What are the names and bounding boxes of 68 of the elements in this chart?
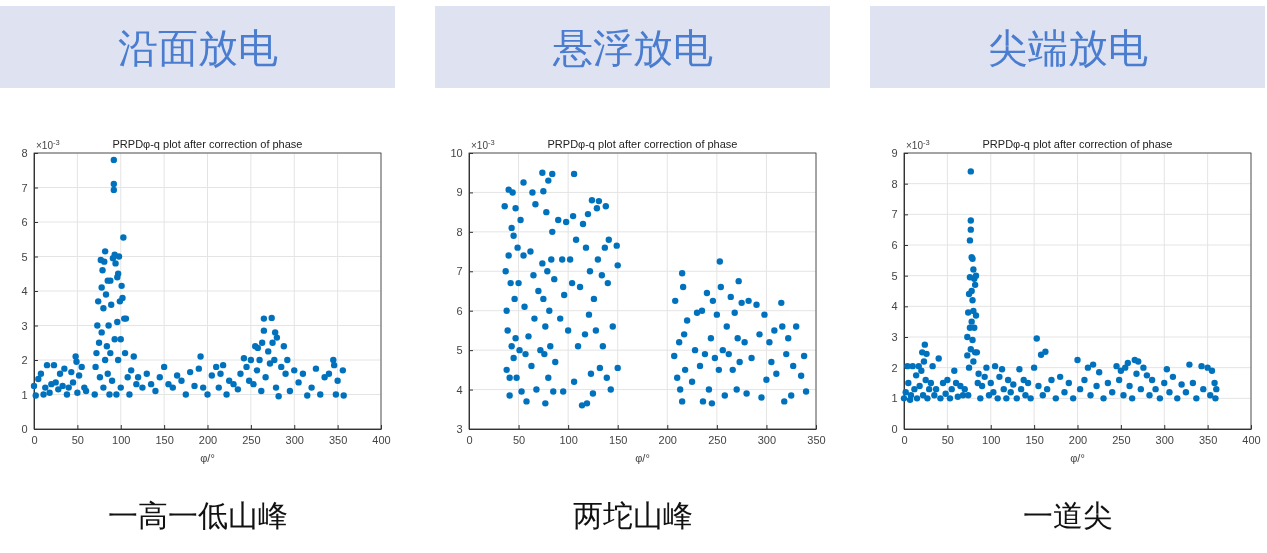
y-tick-label: 4 [891,300,898,313]
y-tick-label: 9 [456,186,463,199]
x-tick-label: 200 [198,434,218,447]
x-tick-label: 50 [512,434,526,447]
x-tick-label: 200 [658,434,677,447]
x-tick-label: 250 [1112,434,1131,447]
y-tick-label: 5 [21,250,28,263]
y-tick-label: 7 [891,208,898,221]
x-tick-label: 50 [71,434,84,447]
x-tick-label: 200 [1068,434,1088,447]
x-axis-title: φ/° [200,452,215,464]
y-tick-label: 5 [456,344,463,357]
y-tick-label: 1 [21,388,28,401]
chart-title: 沿面放电 [117,26,278,70]
chart-title: 尖端放电 [987,26,1148,70]
x-tick-label: 250 [242,434,261,447]
x-axis-title: φ/° [635,452,650,464]
x-tick-label: 0 [31,434,38,447]
chart-subtitle: PRPDφ-q plot after correction of phase [982,138,1173,150]
y-tick-label: 6 [891,239,898,252]
y-tick-label: 3 [21,319,28,332]
y-tick-label: 8 [891,177,898,190]
y-tick-label: 0 [891,423,898,436]
x-tick-label: 100 [559,434,578,447]
x-tick-label: 300 [1155,434,1174,447]
text: 一高一低山峰 [107,499,288,532]
x-tick-label: 350 [807,434,826,447]
x-tick-label: 400 [372,434,391,447]
y-tick-label: 5 [891,269,898,282]
y-tick-label: 3 [891,331,898,344]
x-axis-title: φ/° [1070,452,1085,464]
text: 一道尖 [1022,499,1113,532]
x-tick-label: 0 [466,434,473,447]
y-tick-label: 7 [456,265,463,278]
y-tick-label: 9 [891,147,898,160]
x-tick-label: 150 [155,434,174,447]
chart-subtitle: PRPDφ-q plot after correction of phase [547,138,738,150]
y-tick-label: 8 [456,225,463,238]
y-tick-label: 2 [21,354,28,367]
y-tick-label: 2 [891,361,898,374]
x-tick-label: 350 [1198,434,1218,447]
y-tick-label: 4 [21,285,28,298]
x-tick-label: 0 [901,434,908,447]
y-tick-label: 3 [456,423,463,436]
x-tick-label: 300 [285,434,304,447]
y-tick-label: 10 [450,147,463,160]
x-tick-label: 150 [609,434,628,447]
chart-title: 悬浮放电 [551,26,713,70]
text: ×10$^{-3}$ [36,137,60,151]
x-tick-label: 350 [328,434,348,447]
x-tick-label: 100 [982,434,1001,447]
text: ×10$^{-3}$ [906,137,930,151]
x-tick-label: 300 [757,434,777,447]
text: ×10$^{-3}$ [471,137,495,151]
y-tick-label: 1 [891,392,898,405]
x-tick-label: 150 [1025,434,1044,447]
chart-subtitle: PRPDφ-q plot after correction of phase [112,138,303,150]
x-tick-label: 250 [708,434,727,447]
y-tick-label: 6 [456,304,463,317]
y-tick-label: 7 [21,181,28,194]
y-tick-label: 8 [21,147,28,160]
y-tick-label: 0 [21,423,28,436]
y-tick-label: 4 [456,383,463,396]
x-tick-label: 50 [941,434,954,447]
x-tick-label: 400 [1242,434,1261,447]
text: 两坨山峰 [572,499,693,532]
y-tick-label: 6 [21,216,28,229]
x-tick-label: 100 [112,434,131,447]
